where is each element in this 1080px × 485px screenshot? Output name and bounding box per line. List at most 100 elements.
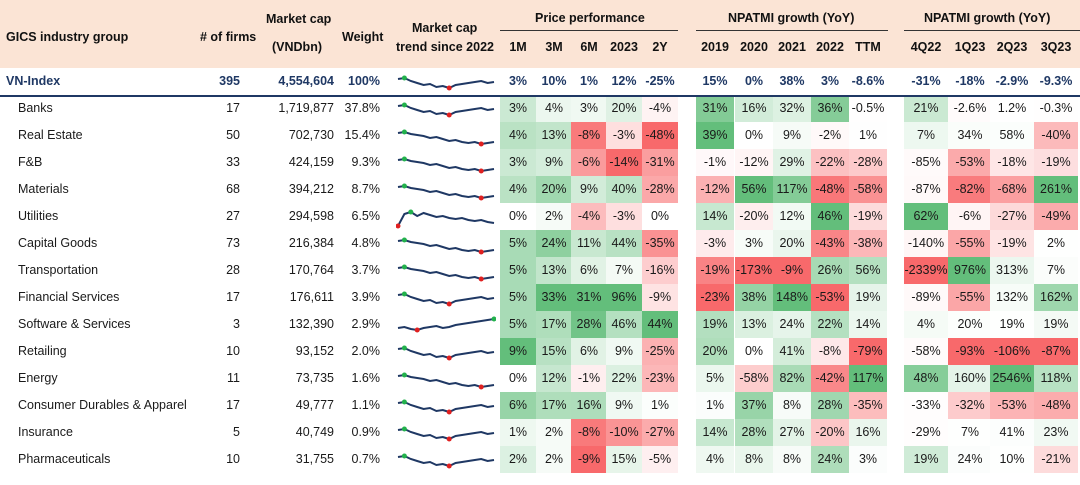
price-performance-cell: -8% — [571, 419, 607, 446]
price-performance-cell: 0% — [642, 203, 678, 230]
npatmi-yoy-cell: 27% — [773, 419, 811, 446]
npatmi-yoy-cell: -43% — [811, 230, 849, 257]
npatmi-quarterly-cell: -82% — [948, 176, 992, 203]
sparkline-min-marker — [396, 223, 401, 229]
price-performance-cell: 17% — [536, 311, 572, 338]
npatmi-quarterly-cell: -19% — [990, 230, 1034, 257]
npatmi-quarterly-cell: 21% — [904, 95, 948, 122]
market-cap: 49,777 — [295, 398, 334, 412]
npatmi-yoy-cell: -28% — [849, 149, 887, 176]
sparkline-path — [397, 184, 495, 200]
price-performance-cell: -6% — [571, 149, 607, 176]
npatmi-yoy-cell: 19% — [849, 284, 887, 311]
npatmi-yoy-cell: -20% — [811, 419, 849, 446]
header-weight: Weight — [342, 30, 384, 44]
firms-count: 50 — [226, 128, 240, 142]
market-cap-sparkline — [397, 316, 496, 333]
npatmi-quarterly-cell: 23% — [1034, 419, 1078, 446]
sparkline-max-marker — [401, 129, 407, 135]
sparkline-path — [397, 400, 495, 414]
npatmi-quarterly-cell: -89% — [904, 284, 948, 311]
price-performance-cell: 2% — [536, 446, 572, 473]
market-cap: 702,730 — [288, 128, 334, 142]
table-row: Financial Services 17 176,611 3.9% 5% 33% 31% 9… — [0, 284, 1080, 311]
sparkline-path — [397, 76, 495, 90]
price-performance-cell: 2% — [536, 419, 572, 446]
price-performance-cell: -14% — [606, 149, 642, 176]
sparkline-max-marker — [401, 75, 407, 81]
price-performance-cell: 13% — [536, 257, 572, 284]
npatmi-quarterly-cell: -18% — [955, 74, 985, 88]
market-cap: 73,735 — [295, 371, 334, 385]
npatmi-quarterly-cell: -55% — [948, 230, 992, 257]
npatmi-yoy-cell: -173% — [735, 257, 773, 284]
price-performance-cell: -35% — [642, 230, 678, 257]
npatmi-yoy-cell: 13% — [735, 311, 773, 338]
npatmi-quarterly-cell: -29% — [904, 419, 948, 446]
market-cap: 170,764 — [288, 263, 334, 277]
npatmi-yoy-cell: 56% — [849, 257, 887, 284]
industry-name: Retailing — [18, 344, 67, 358]
firms-count: 5 — [233, 425, 240, 439]
header-mcap-2: (VNDbn) — [272, 40, 322, 54]
sparkline-min-marker — [446, 409, 452, 415]
table-row: Energy 11 73,735 1.6% 0% 12% -1% 22% -23% 5% -58% 8… — [0, 365, 1080, 392]
npatmi-yoy-cell: 3% — [735, 230, 773, 257]
npatmi-yoy-cell: 36% — [811, 95, 849, 122]
npatmi-yoy-cell: 37% — [735, 392, 773, 419]
npatmi-yoy-cell: -2% — [811, 122, 849, 149]
sparkline-path — [397, 103, 495, 117]
price-performance-cell: 31% — [571, 284, 607, 311]
sparkline-max-marker — [401, 264, 407, 270]
npatmi-quarterly-cell: -140% — [904, 230, 948, 257]
price-performance-cell: 3% — [500, 149, 536, 176]
header-price-6m: 6M — [580, 40, 598, 54]
firms-count: 17 — [226, 290, 240, 304]
sparkline-max-marker — [401, 345, 407, 351]
npatmi-quarterly-cell: 10% — [990, 446, 1034, 473]
npatmi-yoy-cell: 0% — [744, 74, 764, 88]
table-row: Software & Services 3 132,390 2.9% 5% 17% 28% 4… — [0, 311, 1080, 338]
npatmi-quarterly-cell: 4% — [904, 311, 948, 338]
table-row: Pharmaceuticals 10 31,755 0.7% 2% 2% -9% 15% -5%… — [0, 446, 1080, 473]
sparkline-max-marker — [401, 102, 407, 108]
price-performance-cell: -9% — [571, 446, 607, 473]
npatmi-yoy-cell: -48% — [811, 176, 849, 203]
market-cap-sparkline — [397, 291, 495, 307]
sparkline-max-marker — [401, 237, 407, 243]
market-cap-sparkline — [397, 102, 495, 118]
npatmi-yoy-cell: -35% — [849, 392, 887, 419]
price-performance-cell: 22% — [606, 365, 642, 392]
sparkline-path — [397, 373, 495, 389]
npatmi-quarterly-cell: 62% — [904, 203, 948, 230]
price-performance-cell: 9% — [500, 338, 536, 365]
price-performance-cell: -25% — [642, 338, 678, 365]
table-row: Utilities 27 294,598 6.5% 0% 2% -4% -3% 0% 14% -20… — [0, 203, 1080, 230]
price-performance-cell: 12% — [611, 74, 637, 88]
sparkline-max-marker — [401, 183, 407, 189]
weight: 100% — [348, 74, 380, 88]
header-npatmi-yoy: NPATMI growth (YoY) — [728, 11, 855, 25]
industry-name: Software & Services — [18, 317, 131, 331]
market-cap: 176,611 — [289, 290, 334, 304]
header-price-performance: Price performance — [535, 11, 645, 25]
npatmi-quarterly-cell: -18% — [990, 149, 1034, 176]
market-cap-sparkline — [397, 75, 495, 91]
npatmi-quarterly-cell: 7% — [1034, 257, 1078, 284]
npatmi-yoy-cell: 16% — [735, 95, 773, 122]
npatmi-quarterly-cell: -9.3% — [1039, 74, 1073, 88]
market-cap: 294,598 — [288, 209, 334, 223]
weight: 8.7% — [351, 182, 381, 196]
price-performance-cell: 20% — [536, 176, 572, 203]
market-cap-sparkline — [397, 399, 495, 415]
sparkline-min-marker — [446, 463, 452, 469]
sparkline-path — [397, 157, 495, 173]
header-industry: GICS industry group — [6, 30, 129, 44]
market-cap-sparkline — [397, 129, 495, 147]
npatmi-yoy-cell: 56% — [735, 176, 773, 203]
price-performance-cell: 46% — [606, 311, 642, 338]
npatmi-yoy-cell: -12% — [696, 176, 734, 203]
npatmi-quarterly-cell: 160% — [948, 365, 992, 392]
npatmi-quarterly-cell: 48% — [904, 365, 948, 392]
sparkline-path — [397, 238, 495, 254]
